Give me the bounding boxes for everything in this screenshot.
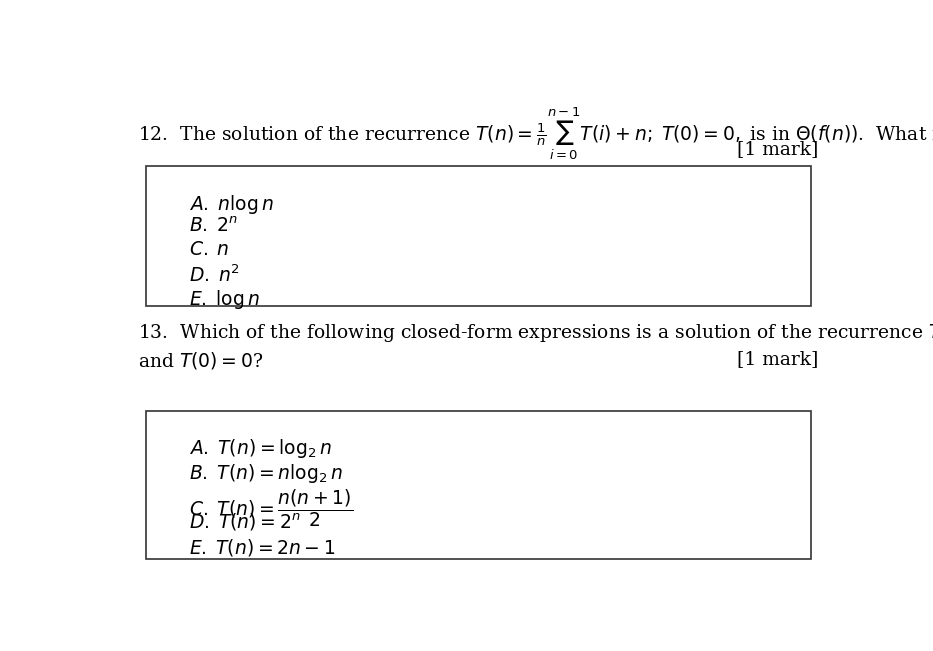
- Text: $B.\; 2^n$: $B.\; 2^n$: [188, 217, 238, 236]
- Text: and $T(0) = 0$?: and $T(0) = 0$?: [138, 350, 264, 371]
- Text: $A.\; n\log n$: $A.\; n\log n$: [188, 193, 273, 216]
- Text: 12.  The solution of the recurrence $T(n) = \frac{1}{n} \sum_{i=0}^{n-1} T(i) + : 12. The solution of the recurrence $T(n)…: [138, 105, 933, 162]
- Text: $D.\; T(n) = 2^n$: $D.\; T(n) = 2^n$: [188, 512, 300, 533]
- FancyBboxPatch shape: [146, 411, 811, 559]
- Text: [1 mark]: [1 mark]: [737, 140, 818, 158]
- Text: $C.\; n$: $C.\; n$: [188, 240, 230, 258]
- Text: $E.\; T(n) = 2n - 1$: $E.\; T(n) = 2n - 1$: [188, 537, 335, 558]
- FancyBboxPatch shape: [146, 166, 811, 306]
- Text: $E.\; \log n$: $E.\; \log n$: [188, 288, 259, 311]
- Text: $B.\; T(n) = n\log_2 n$: $B.\; T(n) = n\log_2 n$: [188, 462, 342, 484]
- Text: 13.  Which of the following closed-form expressions is a solution of the recurre: 13. Which of the following closed-form e…: [138, 321, 933, 344]
- Text: $D.\; n^2$: $D.\; n^2$: [188, 264, 240, 286]
- Text: $C.\; T(n) = \dfrac{n(n+1)}{2}$: $C.\; T(n) = \dfrac{n(n+1)}{2}$: [188, 487, 353, 529]
- Text: $A.\; T(n) = \log_2 n$: $A.\; T(n) = \log_2 n$: [188, 437, 332, 460]
- Text: [1 mark]: [1 mark]: [737, 350, 818, 368]
